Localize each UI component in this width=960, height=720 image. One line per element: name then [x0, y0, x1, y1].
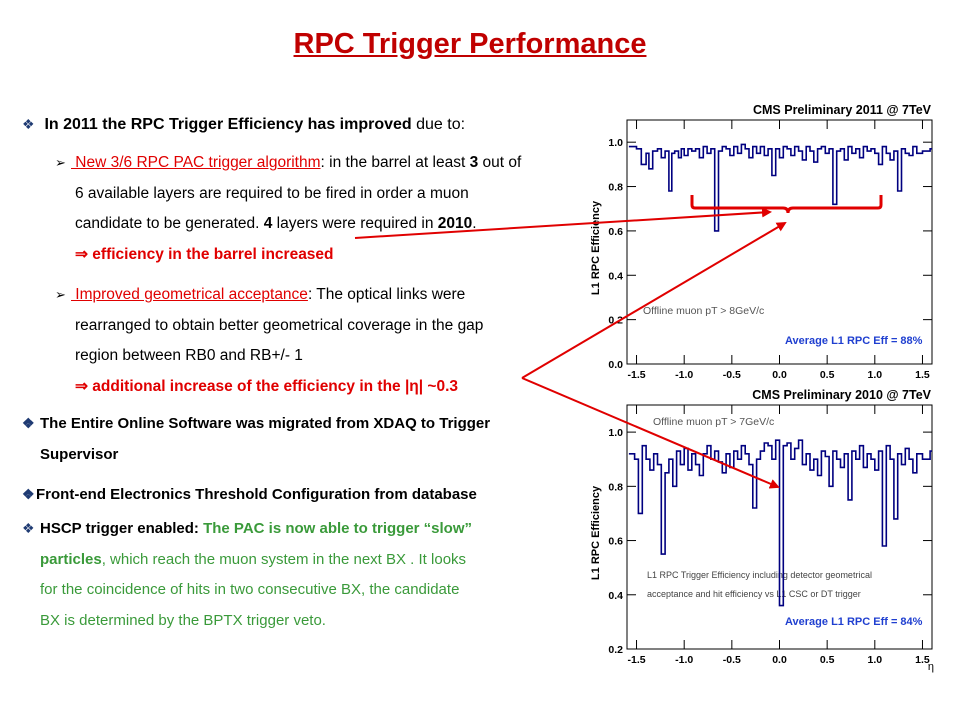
line-4: ⇒ efficiency in the barrel increased	[55, 240, 521, 271]
line-2: Supervisor	[40, 445, 119, 463]
line-2: 6 available layers are required to be fi…	[75, 184, 469, 202]
bullet-heading-tail: due to:	[411, 116, 466, 133]
chart-title: CMS Preliminary 2010 @ 7TeV	[752, 388, 931, 402]
bullet-marker-icon: ❖	[22, 520, 35, 536]
y-tick-label: 1.0	[608, 137, 623, 149]
line-1: ➢ Improved geometrical acceptance: The o…	[55, 280, 483, 311]
x-axis-label: η	[928, 661, 934, 673]
y-tick-label: 0.2	[608, 315, 623, 327]
line-4: BX is determined by the BPTX trigger vet…	[40, 611, 326, 629]
x-tick-label: 1.0	[868, 654, 883, 666]
average-eff-label: Average L1 RPC Eff = 84%	[785, 616, 923, 628]
sub-bullet-geometrical-acceptance: ➢ Improved geometrical acceptance: The o…	[55, 280, 483, 402]
text: : The optical links were	[307, 286, 466, 303]
y-tick-label: 0.4	[608, 270, 623, 282]
x-tick-label: 1.5	[915, 654, 930, 666]
x-tick-label: -1.0	[675, 369, 693, 381]
x-tick-label: -1.5	[627, 654, 645, 666]
text: , which reach the muon system in the nex…	[101, 550, 467, 568]
text: The Entire Online Software was migrated …	[40, 415, 491, 432]
line-1: ❖ HSCP trigger enabled: The PAC is now ab…	[22, 513, 472, 545]
text: candidate to be generated.	[75, 215, 264, 232]
efficiency-chart-2010: CMS Preliminary 2010 @ 7TeV L1 RPC Effic…	[590, 388, 934, 673]
cut-annotation: Offline muon pT > 7GeV/c	[653, 416, 774, 428]
line-2: rearranged to obtain better geometrical …	[75, 316, 484, 334]
y-tick-label: 0.6	[608, 226, 623, 238]
x-tick-label: 0.5	[820, 654, 835, 666]
result-text: additional increase of the efficiency in…	[88, 377, 459, 395]
y-tick-label: 0.8	[608, 481, 623, 493]
text: layers were required in	[272, 215, 438, 232]
text: Front-end Electronics Threshold Configur…	[36, 486, 477, 503]
x-tick-label: 1.0	[868, 369, 883, 381]
geometrical-acceptance-link[interactable]: Improved geometrical acceptance	[71, 286, 308, 303]
number: 3	[469, 154, 479, 171]
line-3: region between RB0 and RB+/- 1	[75, 347, 303, 364]
x-tick-label: -1.0	[675, 654, 693, 666]
line-3: for the coincidence of hits in two conse…	[40, 581, 460, 598]
bullet-marker-icon: ❖	[22, 116, 35, 132]
x-tick-label: 0.5	[820, 369, 835, 381]
definition-line-2: acceptance and hit efficiency vs L1 CSC …	[647, 589, 861, 599]
implies-icon: ⇒	[75, 377, 88, 395]
y-tick-label: 0.6	[608, 536, 623, 548]
pac-algorithm-link[interactable]: New 3/6 RPC PAC trigger algorithm	[71, 154, 321, 171]
result-text: efficiency in the barrel increased	[88, 245, 334, 263]
hscp-label: HSCP trigger enabled:	[40, 520, 199, 537]
x-tick-label: -1.5	[627, 369, 645, 381]
efficiency-chart-2011: CMS Preliminary 2011 @ 7TeV L1 RPC Effic…	[590, 103, 933, 381]
line-1: ❖ The Entire Online Software was migrated…	[22, 408, 490, 440]
definition-line-1: L1 RPC Trigger Efficiency including dete…	[647, 570, 872, 580]
x-tick-label: -0.5	[723, 654, 741, 666]
y-tick-label: 0.4	[608, 590, 623, 602]
average-eff-label: Average L1 RPC Eff = 88%	[785, 335, 923, 347]
bullet-efficiency-improved: ❖ In 2011 the RPC Trigger Efficiency has…	[22, 109, 465, 141]
y-axis-label: L1 RPC Efficiency	[590, 485, 602, 580]
text: out of	[478, 154, 522, 171]
y-tick-label: 0.2	[608, 644, 623, 656]
line-3: candidate to be generated. 4 layers were…	[55, 209, 521, 240]
x-tick-label: -0.5	[723, 369, 741, 381]
line-2: particles, which reach the muon system i…	[22, 545, 472, 576]
x-tick-label: 0.0	[772, 654, 787, 666]
x-tick-label: 0.0	[772, 369, 787, 381]
y-tick-label: 0.8	[608, 182, 623, 194]
bullet-hscp-trigger: ❖ HSCP trigger enabled: The PAC is now ab…	[22, 513, 472, 636]
cut-annotation: Offline muon pT > 8GeV/c	[643, 305, 764, 317]
text: The PAC is now able to trigger “slow”	[203, 520, 473, 537]
chart-title: CMS Preliminary 2011 @ 7TeV	[753, 103, 932, 117]
page-title: RPC Trigger Performance	[293, 28, 647, 60]
line-4: ⇒ additional increase of the efficiency …	[55, 372, 483, 403]
line-1: ➢ New 3/6 RPC PAC trigger algorithm: in …	[55, 148, 521, 179]
text: particles	[40, 550, 102, 568]
arrow-bullet-icon: ➢	[55, 155, 66, 170]
x-tick-label: 1.5	[915, 369, 930, 381]
number: 4	[263, 215, 273, 232]
bullet-marker-icon: ❖	[22, 486, 35, 502]
implies-icon: ⇒	[75, 245, 88, 263]
efficiency-step-line	[628, 143, 932, 232]
text: : in the barrel at least	[320, 154, 470, 171]
bullet-threshold-config: ❖Front-end Electronics Threshold Configu…	[22, 479, 477, 511]
bullet-marker-icon: ❖	[22, 415, 35, 431]
year: 2010	[437, 215, 473, 232]
bullet-software-migration: ❖ The Entire Online Software was migrated…	[22, 408, 490, 470]
bullet-heading: In 2011 the RPC Trigger Efficiency has i…	[44, 116, 412, 133]
arrow-bullet-icon: ➢	[55, 287, 66, 302]
axes: 0.2 0.4 0.6 0.8 1.0 -1.5 -1.0 -0.5 0.0 0.5 1.0 1.5	[608, 405, 932, 666]
y-tick-label: 1.0	[608, 427, 623, 439]
y-tick-label: 0.0	[608, 359, 623, 371]
text: .	[472, 215, 477, 232]
y-axis-label: L1 RPC Efficiency	[590, 200, 602, 295]
sub-bullet-pac-algorithm: ➢ New 3/6 RPC PAC trigger algorithm: in …	[55, 148, 521, 270]
efficiency-series	[628, 143, 932, 232]
